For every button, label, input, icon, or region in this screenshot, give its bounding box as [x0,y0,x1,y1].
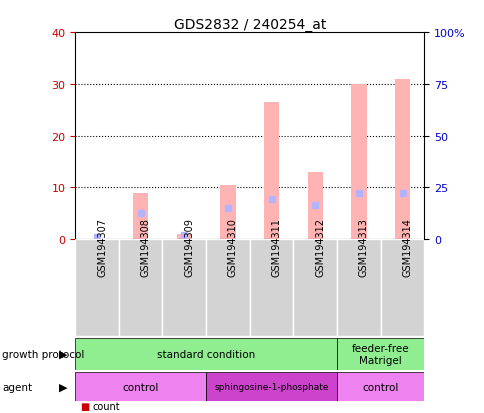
Bar [206,240,249,337]
Text: count: count [92,401,120,411]
Text: growth protocol: growth protocol [2,349,85,359]
Text: agent: agent [2,382,32,392]
Text: control: control [122,382,158,392]
Bar [75,339,336,370]
Bar [380,240,424,337]
Bar [133,193,148,240]
Bar [307,173,322,240]
Bar [394,79,409,240]
Bar [206,373,336,401]
Bar [220,185,235,240]
Bar [75,373,206,401]
Text: GSM194311: GSM194311 [271,218,281,277]
Text: GSM194314: GSM194314 [402,218,412,277]
Bar [350,85,366,240]
Bar [336,240,380,337]
Text: standard condition: standard condition [157,349,255,359]
Bar [75,240,119,337]
Text: GSM194310: GSM194310 [227,218,238,277]
Text: GSM194307: GSM194307 [97,218,107,277]
Bar [263,103,279,240]
Text: feeder-free
Matrigel: feeder-free Matrigel [351,343,408,365]
Text: ■: ■ [80,401,89,411]
Bar [293,240,336,337]
Text: GSM194309: GSM194309 [184,218,194,277]
Text: GSM194312: GSM194312 [315,218,325,277]
Bar [336,373,424,401]
Text: ▶: ▶ [59,349,68,359]
Bar [162,240,206,337]
Bar [119,240,162,337]
Text: ▶: ▶ [59,382,68,392]
Text: GSM194308: GSM194308 [140,218,151,277]
Bar [336,339,424,370]
Bar [249,240,293,337]
Text: control: control [362,382,398,392]
Text: sphingosine-1-phosphate: sphingosine-1-phosphate [214,382,328,392]
Title: GDS2832 / 240254_at: GDS2832 / 240254_at [173,18,325,32]
Text: GSM194313: GSM194313 [358,218,368,277]
Bar [176,235,192,240]
